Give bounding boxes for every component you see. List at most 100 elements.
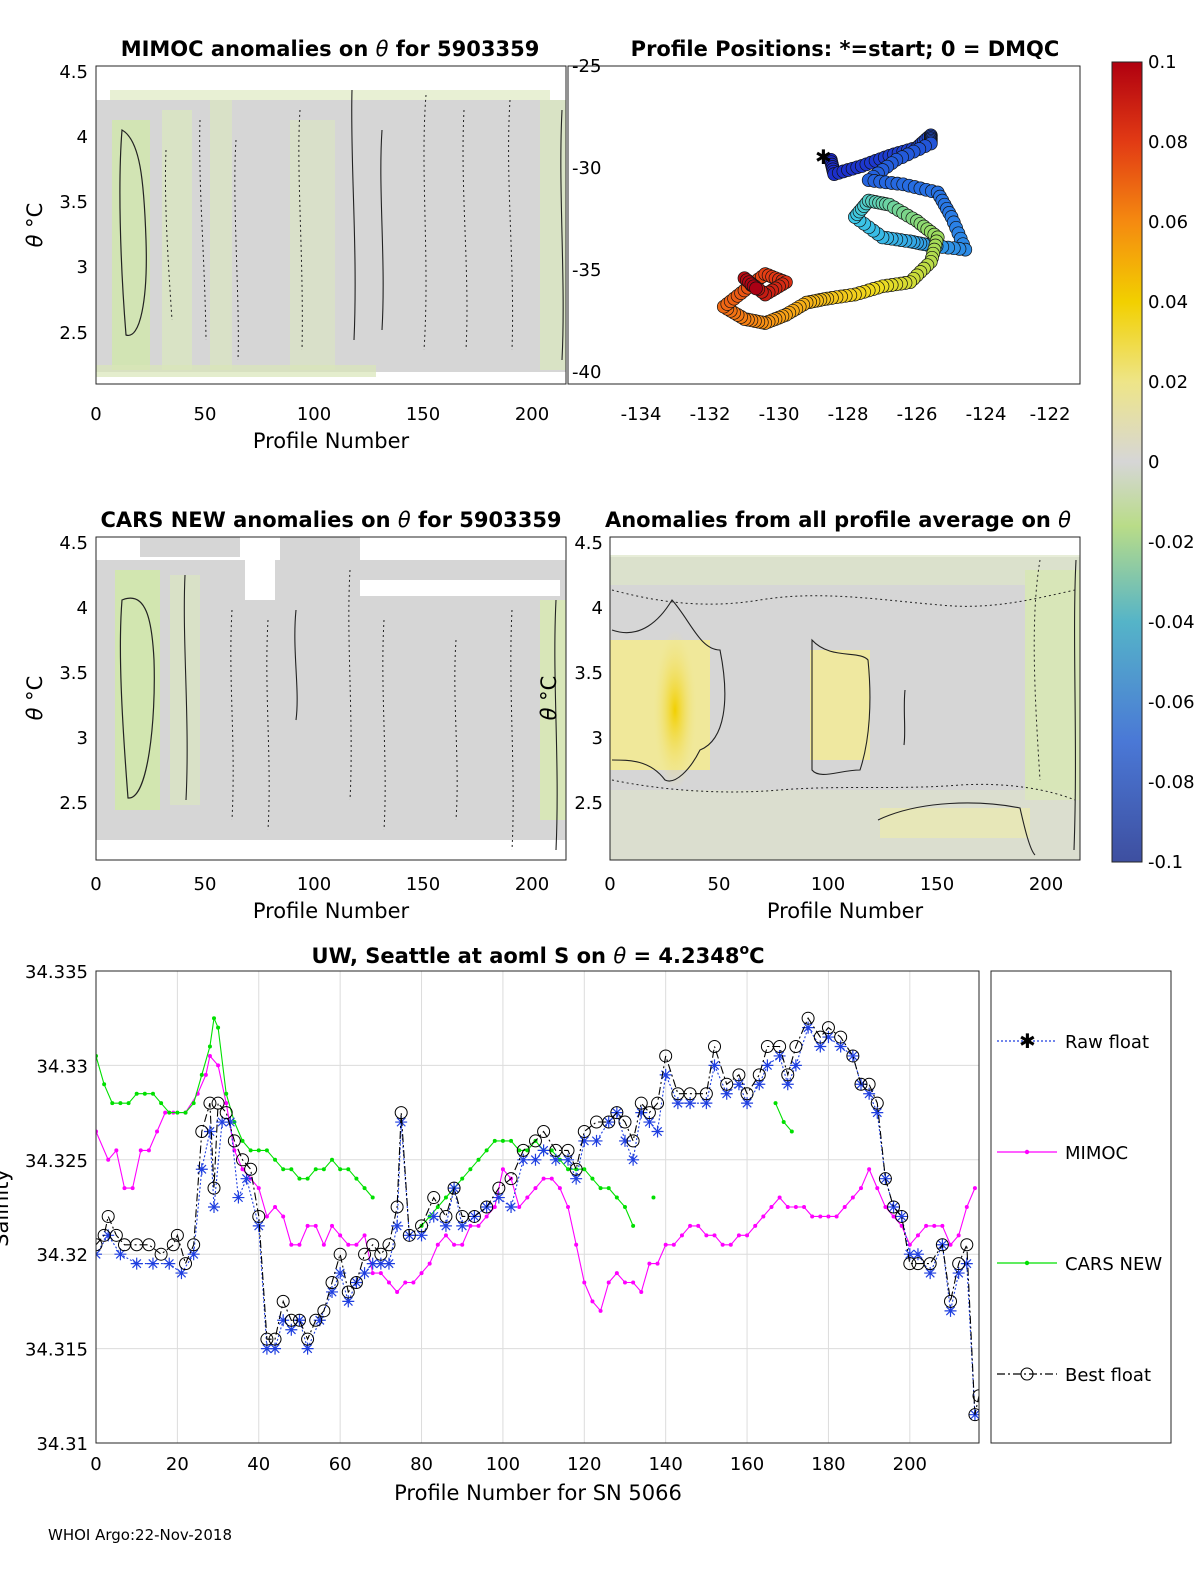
data-point-mimoc (858, 1186, 863, 1191)
data-point-raw-float (700, 1097, 713, 1110)
data-point-mimoc (106, 1157, 111, 1162)
salinity-plot: UW, Seattle at aoml S on θ = 4.2348oC 0 2… (0, 942, 1172, 1505)
x-tick-label: 140 (648, 1454, 682, 1475)
svg-text:200: 200 (515, 874, 549, 895)
data-point-cars-new (789, 1129, 794, 1134)
svg-text:50: 50 (194, 404, 217, 425)
data-point-best-float (972, 1389, 979, 1403)
data-point-raw-float (960, 1257, 973, 1270)
data-point-mimoc (915, 1233, 920, 1238)
data-point-best-float (260, 1332, 274, 1346)
data-point-cars-new (468, 1167, 473, 1172)
data-point-best-float (846, 1049, 860, 1063)
svg-text:-0.1: -0.1 (1148, 852, 1183, 873)
mimoc-panel-title: MIMOC anomalies on θ for 5903359 (121, 37, 540, 61)
cars-anomaly-field (96, 537, 566, 860)
data-point-best-float (683, 1087, 697, 1101)
y-tick-label: 34.315 (25, 1340, 88, 1361)
cars-x-ticks: 0 50 100 150 200 (90, 874, 549, 895)
svg-text:4: 4 (77, 127, 88, 148)
data-point-best-float (708, 1040, 722, 1054)
data-point-cars-new (199, 1072, 204, 1077)
data-point-best-float (528, 1134, 542, 1148)
data-point-raw-float (781, 1078, 794, 1091)
svg-text:2.5: 2.5 (59, 793, 88, 814)
footer-stamp: WHOI Argo:22-Nov-2018 (48, 1526, 232, 1544)
salinity-legend: ✱ Raw float MIMOC CARS NEW Best float (990, 970, 1172, 1444)
average-anomaly-panel: Anomalies from all profile average on θ … (537, 508, 1081, 923)
data-point-best-float (720, 1077, 734, 1091)
svg-text:0: 0 (604, 874, 615, 895)
data-point-cars-new (289, 1167, 294, 1172)
svg-text:-132: -132 (690, 404, 731, 425)
data-point-best-float (878, 1172, 892, 1186)
data-point-raw-float (802, 1021, 815, 1034)
data-point-raw-float (627, 1153, 640, 1166)
svg-text:4.5: 4.5 (59, 533, 88, 554)
svg-text:0.06: 0.06 (1148, 212, 1188, 233)
average-axes-box (609, 536, 1081, 861)
data-point-mimoc (655, 1261, 660, 1266)
data-point-raw-float (427, 1210, 440, 1223)
data-point-raw-float (114, 1248, 127, 1261)
svg-text:150: 150 (406, 874, 440, 895)
data-point-best-float (154, 1247, 168, 1261)
data-point-mimoc (818, 1214, 823, 1219)
svg-text:-124: -124 (966, 404, 1007, 425)
profile-position-dot (749, 281, 763, 296)
average-x-label: Profile Number (767, 899, 924, 923)
svg-text:-130: -130 (759, 404, 800, 425)
data-point-raw-float (643, 1116, 656, 1129)
data-point-best-float (227, 1134, 241, 1148)
data-point-raw-float (635, 1106, 648, 1119)
data-point-best-float (610, 1106, 624, 1120)
data-point-mimoc (810, 1214, 815, 1219)
data-point-best-float (309, 1313, 323, 1327)
average-x-ticks: 0 50 100 150 200 (604, 874, 1063, 895)
data-point-raw-float (578, 1134, 591, 1147)
data-point-raw-float (456, 1219, 469, 1232)
data-point-raw-float (187, 1248, 200, 1261)
data-point-mimoc (777, 1195, 782, 1200)
data-point-best-float (101, 1209, 115, 1223)
svg-text:0: 0 (1148, 452, 1159, 473)
svg-text:-0.08: -0.08 (1148, 772, 1195, 793)
data-point-cars-new (248, 1148, 253, 1153)
data-point-best-float (602, 1115, 616, 1129)
svg-text:200: 200 (515, 404, 549, 425)
data-point-best-float (467, 1209, 481, 1223)
svg-text:0.02: 0.02 (1148, 372, 1188, 393)
data-point-best-float (944, 1294, 958, 1308)
data-point-mimoc (671, 1242, 676, 1247)
data-point-raw-float (505, 1201, 518, 1213)
data-point-mimoc (622, 1280, 627, 1285)
y-tick-label: 34.33 (36, 1056, 88, 1077)
svg-text:3: 3 (77, 728, 88, 749)
data-point-mimoc (289, 1242, 294, 1247)
data-point-raw-float (651, 1125, 664, 1138)
data-point-best-float (366, 1238, 380, 1252)
data-point-cars-new (167, 1110, 172, 1115)
data-point-mimoc (761, 1214, 766, 1219)
data-point-best-float (284, 1313, 298, 1327)
data-point-cars-new (598, 1186, 603, 1191)
data-point-cars-new (362, 1186, 367, 1191)
svg-text:100: 100 (811, 874, 845, 895)
svg-text:-40: -40 (572, 362, 601, 383)
data-point-best-float (903, 1257, 917, 1271)
svg-text:-25: -25 (572, 56, 601, 77)
data-point-best-float (492, 1181, 506, 1195)
svg-text:3.5: 3.5 (574, 663, 603, 684)
data-point-best-float (390, 1200, 404, 1214)
data-point-cars-new (622, 1205, 627, 1209)
data-point-raw-float (163, 1257, 176, 1270)
positions-x-ticks: -134 -132 -130 -128 -126 -124 -122 (621, 404, 1071, 425)
data-point-raw-float (834, 1040, 847, 1053)
data-point-best-float (935, 1238, 949, 1252)
data-point-cars-new (631, 1223, 636, 1228)
data-point-mimoc (574, 1242, 579, 1247)
data-point-raw-float (871, 1106, 884, 1119)
data-point-best-float (887, 1200, 901, 1214)
data-point-cars-new (549, 1148, 554, 1153)
